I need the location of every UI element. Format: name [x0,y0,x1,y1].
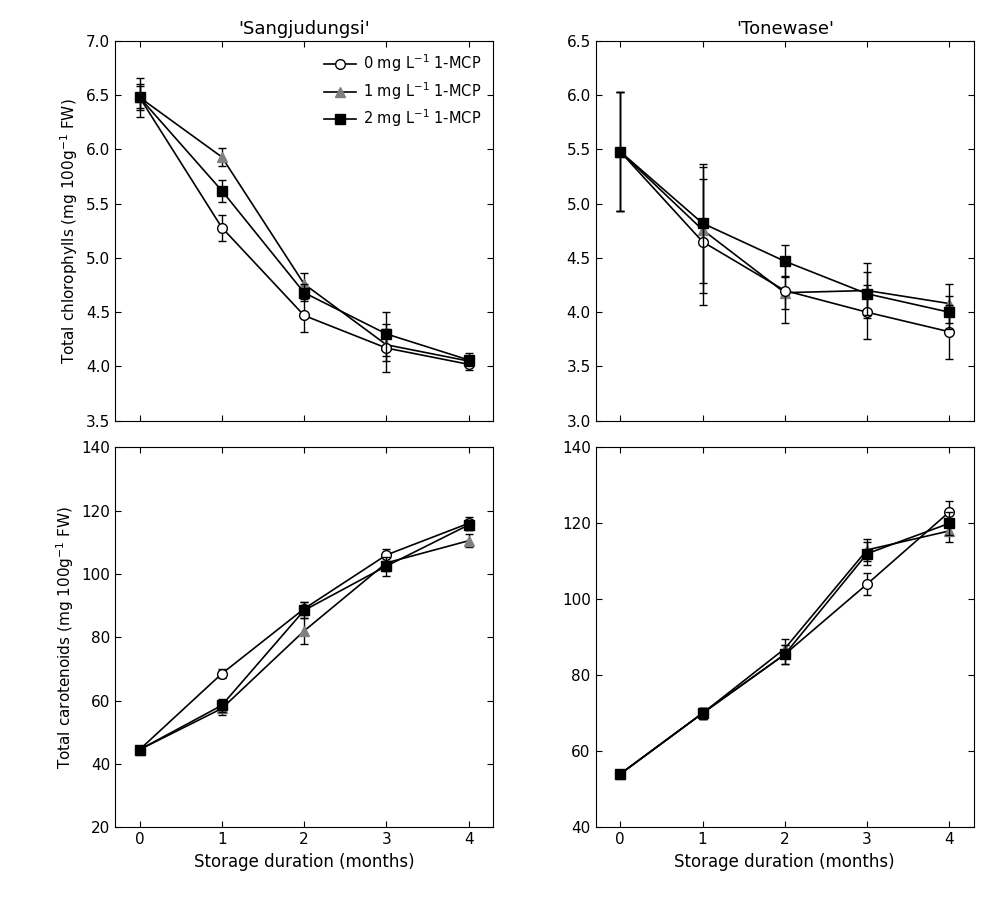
X-axis label: Storage duration (months): Storage duration (months) [674,853,895,871]
Y-axis label: Total chlorophylls (mg 100g$^{-1}$ FW): Total chlorophylls (mg 100g$^{-1}$ FW) [59,98,80,364]
Y-axis label: Total carotenoids (mg 100g$^{-1}$ FW): Total carotenoids (mg 100g$^{-1}$ FW) [54,505,76,769]
Title: 'Sangjudungsi': 'Sangjudungsi' [238,20,370,38]
Title: 'Tonewase': 'Tonewase' [736,20,834,38]
X-axis label: Storage duration (months): Storage duration (months) [194,853,415,871]
Legend: 0 mg L$^{-1}$ 1-MCP, 1 mg L$^{-1}$ 1-MCP, 2 mg L$^{-1}$ 1-MCP: 0 mg L$^{-1}$ 1-MCP, 1 mg L$^{-1}$ 1-MCP… [320,48,487,134]
